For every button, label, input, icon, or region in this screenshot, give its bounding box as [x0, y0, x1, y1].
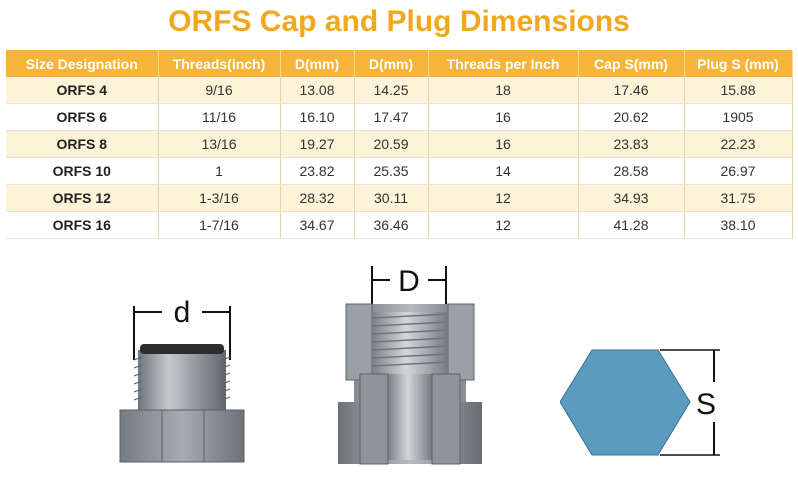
- cell-tpi: 12: [428, 211, 579, 239]
- table-header-row: Size Designation Threads(inch) D(mm) D(m…: [6, 50, 793, 77]
- cell-cap-s: 20.62: [578, 103, 685, 131]
- header-d-large: D(mm): [354, 50, 429, 77]
- header-threads-inch: Threads(inch): [158, 50, 281, 77]
- cell-d-large: 17.47: [354, 103, 429, 131]
- cell-threads: 1-3/16: [158, 184, 281, 212]
- cell-threads: 1: [158, 157, 281, 185]
- cell-size: ORFS 12: [6, 184, 159, 212]
- header-plug-s: Plug S (mm): [684, 50, 793, 77]
- cap-section-right: [447, 303, 475, 381]
- dimensions-table: Size Designation Threads(inch) D(mm) D(m…: [6, 50, 793, 239]
- table-row: ORFS 6 11/16 16.10 17.47 16 20.62 1905: [6, 103, 793, 131]
- cell-threads: 13/16: [158, 130, 281, 158]
- cell-d-small: 34.67: [280, 211, 355, 239]
- cell-plug-s: 26.97: [684, 157, 793, 185]
- cell-size: ORFS 10: [6, 157, 159, 185]
- table-row: ORFS 12 1-3/16 28.32 30.11 12 34.93 31.7…: [6, 184, 793, 212]
- cap-d-label: D: [398, 265, 420, 298]
- cell-cap-s: 17.46: [578, 77, 685, 104]
- cell-cap-s: 28.58: [578, 157, 685, 185]
- cell-cap-s: 23.83: [578, 130, 685, 158]
- cell-d-small: 19.27: [280, 130, 355, 158]
- cell-plug-s: 38.10: [684, 211, 793, 239]
- plug-illustration: d: [119, 296, 245, 463]
- cap-inner-wall-right: [431, 373, 461, 465]
- cell-d-large: 25.35: [354, 157, 429, 185]
- plug-hex-base: [119, 409, 245, 463]
- cap-section-left: [345, 303, 373, 381]
- table-row: ORFS 8 13/16 19.27 20.59 16 23.83 22.23: [6, 130, 793, 158]
- cell-d-large: 36.46: [354, 211, 429, 239]
- cell-d-small: 23.82: [280, 157, 355, 185]
- cell-plug-s: 31.75: [684, 184, 793, 212]
- cell-d-small: 28.32: [280, 184, 355, 212]
- cell-tpi: 12: [428, 184, 579, 212]
- header-cap-s: Cap S(mm): [578, 50, 685, 77]
- cap-threads: [371, 313, 449, 367]
- cell-threads: 11/16: [158, 103, 281, 131]
- cell-d-large: 20.59: [354, 130, 429, 158]
- cell-cap-s: 34.93: [578, 184, 685, 212]
- plug-body: [138, 350, 226, 412]
- cell-size: ORFS 6: [6, 103, 159, 131]
- header-d-small: D(mm): [280, 50, 355, 77]
- cell-d-large: 30.11: [354, 184, 429, 212]
- cell-plug-s: 1905: [684, 103, 793, 131]
- table-row: ORFS 16 1-7/16 34.67 36.46 12 41.28 38.1…: [6, 211, 793, 239]
- plug-o-ring: [140, 344, 224, 354]
- cell-plug-s: 22.23: [684, 130, 793, 158]
- cell-tpi: 16: [428, 103, 579, 131]
- cell-size: ORFS 8: [6, 130, 159, 158]
- cap-inner-cylinder: [388, 374, 432, 460]
- cell-d-small: 13.08: [280, 77, 355, 104]
- cell-threads: 9/16: [158, 77, 281, 104]
- cap-inner-wall-left: [359, 373, 389, 465]
- cell-tpi: 16: [428, 130, 579, 158]
- cell-d-large: 14.25: [354, 77, 429, 104]
- cell-tpi: 14: [428, 157, 579, 185]
- table-row: ORFS 4 9/16 13.08 14.25 18 17.46 15.88: [6, 77, 793, 104]
- plug-d-label: d: [174, 296, 191, 329]
- page-title: ORFS Cap and Plug Dimensions: [168, 5, 630, 38]
- cell-threads: 1-7/16: [158, 211, 281, 239]
- cell-tpi: 18: [428, 77, 579, 104]
- cell-cap-s: 41.28: [578, 211, 685, 239]
- hex-s-label: S: [696, 388, 716, 421]
- plug-threads: [133, 356, 231, 401]
- hex-illustration: S: [560, 349, 720, 456]
- cell-size: ORFS 16: [6, 211, 159, 239]
- header-size-designation: Size Designation: [6, 50, 159, 77]
- cell-size: ORFS 4: [6, 77, 159, 104]
- cell-plug-s: 15.88: [684, 77, 793, 104]
- cap-illustration: D: [338, 265, 482, 465]
- header-threads-per-inch: Threads per Inch: [428, 50, 579, 77]
- hexagon-shape: [560, 349, 691, 456]
- table-row: ORFS 10 1 23.82 25.35 14 28.58 26.97: [6, 157, 793, 185]
- cell-d-small: 16.10: [280, 103, 355, 131]
